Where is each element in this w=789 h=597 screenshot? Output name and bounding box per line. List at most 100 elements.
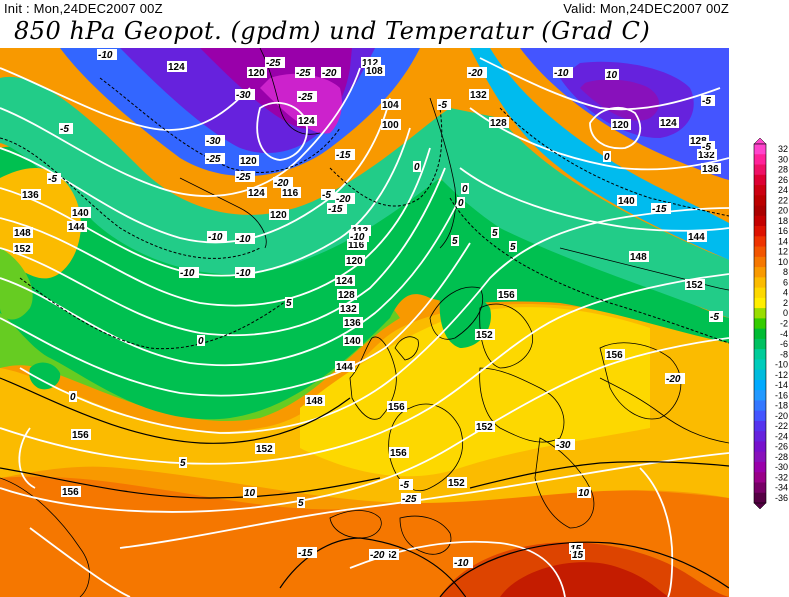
geopotential-label: 152	[448, 478, 465, 489]
temperature-label-bg	[555, 439, 575, 450]
map-title: 850 hPa Geopot. (gpdm) und Temperatur (G…	[14, 17, 651, 45]
geopotential-label: 156	[62, 487, 79, 498]
geopotential-label-bg	[13, 227, 33, 238]
geopotential-label-bg	[335, 361, 355, 372]
legend-tick-label: -28	[775, 452, 788, 462]
geopotential-label: 124	[336, 276, 353, 287]
temperature-label: -25	[296, 68, 311, 79]
legend-tick-label: 12	[778, 247, 788, 257]
geopotential-label-bg	[685, 279, 705, 290]
temperature-label: -5	[48, 174, 57, 185]
valid-time: Valid: Mon,24DEC2007 00Z	[563, 1, 729, 16]
temperature-label-bg	[297, 547, 317, 558]
legend-swatch	[754, 164, 766, 176]
geopotential-label-bg	[381, 119, 401, 130]
legend-swatch	[754, 482, 766, 494]
geopotential-label: 128	[490, 118, 507, 129]
geopotential-label-bg	[343, 335, 363, 346]
legend-swatch	[754, 441, 766, 453]
temperature-label-bg	[179, 457, 187, 468]
temperature-label-bg	[235, 89, 255, 100]
geopotential-label: 124	[168, 62, 185, 73]
cold-zone	[0, 146, 729, 420]
geopotential-label-bg	[247, 67, 267, 78]
temperature-label-bg	[437, 99, 451, 110]
temperature-label-bg	[369, 549, 389, 560]
geopotential-label-bg	[247, 187, 267, 198]
temperature-label: -30	[206, 136, 221, 147]
legend-tick-label: -34	[775, 483, 788, 493]
temperature-label: -10	[180, 268, 195, 279]
temperature-label-bg	[701, 95, 715, 106]
geopotential-label-bg	[659, 117, 679, 128]
legend-tick-label: 14	[778, 236, 788, 246]
temperature-label-bg	[509, 241, 517, 252]
temperature-label: 0	[70, 392, 76, 403]
legend-swatch	[754, 185, 766, 196]
legend-swatch	[754, 410, 766, 422]
legend-tick-label: -30	[775, 462, 788, 472]
temperature-label: -10	[98, 50, 113, 61]
temperature-label: 5	[298, 498, 304, 509]
legend-tick-label: 30	[778, 154, 788, 164]
temperature-label-bg	[577, 487, 591, 498]
legend-tick-label: -10	[775, 360, 788, 370]
temperature-label: -25	[206, 154, 221, 165]
legend-swatch	[754, 338, 766, 350]
temperature-label-bg	[297, 497, 305, 508]
temperature-label: -5	[702, 96, 711, 107]
extreme-cold-peak	[260, 73, 342, 134]
temperature-label: 5	[286, 298, 292, 309]
temperature-label: -20	[370, 550, 385, 561]
legend-tick-label: 22	[778, 195, 788, 205]
temperature-label-bg	[461, 183, 469, 194]
temperature-label: -10	[554, 68, 569, 79]
legend-swatch	[754, 328, 766, 340]
geopotential-label-bg	[345, 255, 365, 266]
temperature-label-bg	[553, 67, 573, 78]
legend-tick-label: 24	[778, 185, 788, 195]
geopotential-label-bg	[61, 486, 81, 497]
temperature-label-bg	[47, 173, 61, 184]
legend-tick-label: -12	[775, 370, 788, 380]
geopotential-isolines	[0, 57, 729, 597]
legend-swatch	[754, 318, 766, 330]
temperature-label-bg	[569, 543, 583, 554]
legend-arrow-up	[753, 137, 767, 145]
geopotential-label: 156	[388, 402, 405, 413]
temperature-label: -15	[652, 204, 667, 215]
legend-tick-label: 28	[778, 165, 788, 175]
temperature-label-bg	[197, 335, 205, 346]
geopotential-label: 140	[72, 208, 89, 219]
geopotential-label: 144	[688, 232, 705, 243]
geopotential-label: 120	[346, 256, 363, 267]
cold-zone-2	[0, 76, 729, 318]
temperature-label: 0	[198, 336, 204, 347]
temperature-label-bg	[709, 311, 723, 322]
geopotential-label-bg	[339, 303, 359, 314]
geopotential-label: 152	[476, 422, 493, 433]
temperature-label: -5	[710, 312, 719, 323]
geopotential-label: 120	[240, 156, 257, 167]
legend-tick-label: -36	[775, 493, 788, 503]
temperature-label-bg	[97, 49, 117, 60]
temperature-label: 10	[578, 488, 590, 499]
geopotential-label: 152	[256, 444, 273, 455]
legend-tick-label: 20	[778, 206, 788, 216]
mild-zone-light	[300, 307, 650, 477]
temperature-label-bg	[335, 193, 355, 204]
geopotential-label-bg	[701, 163, 721, 174]
geopotential-label-bg	[387, 401, 407, 412]
geopotential-label: 140	[618, 196, 635, 207]
legend-swatch	[754, 226, 766, 237]
legend-swatch	[754, 461, 766, 473]
temperature-label-bg	[651, 203, 671, 214]
cold-core-east-inner	[580, 79, 660, 121]
legend-swatch	[754, 400, 766, 412]
legend-tick-label: 16	[778, 226, 788, 236]
geopotential-label-bg	[361, 57, 381, 68]
temperature-label: -20	[274, 178, 289, 189]
temperature-label: -10	[454, 558, 469, 569]
geopotential-label: 120	[612, 120, 629, 131]
legend-swatch	[754, 256, 766, 268]
